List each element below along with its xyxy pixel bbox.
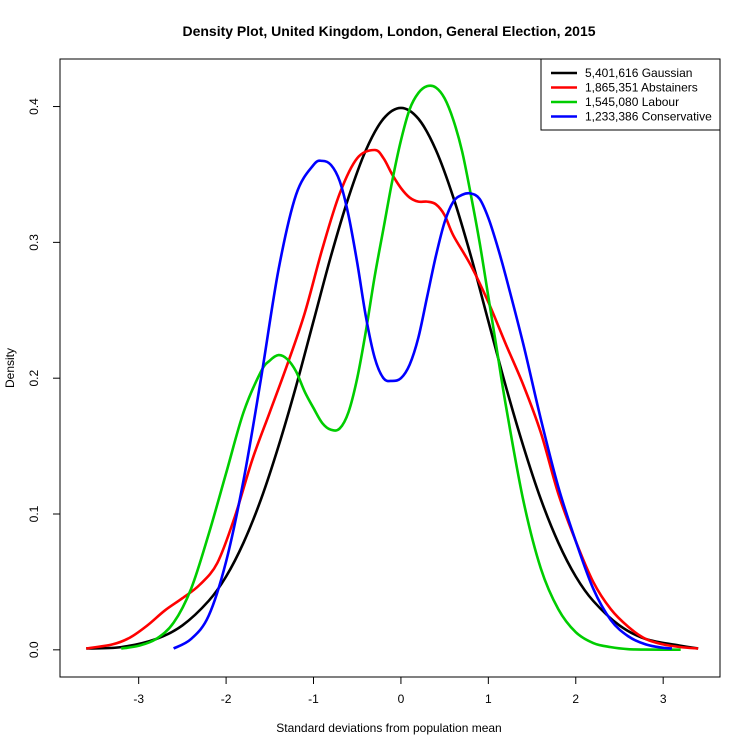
x-tick-label: -1 — [308, 692, 319, 706]
series-lines — [86, 84, 699, 652]
legend-entry-label: 1,865,351 Abstainers — [585, 81, 698, 95]
x-tick-label: 1 — [485, 692, 492, 706]
legend-box — [540, 58, 721, 131]
y-tick-label: 0.1 — [27, 505, 41, 522]
y-tick-label: 0.2 — [27, 370, 41, 387]
y-tick-label: 0.3 — [27, 234, 41, 251]
series-line-3 — [173, 159, 673, 650]
plot-frame — [59, 58, 721, 678]
series-line-2 — [120, 84, 681, 652]
x-tick-label: 2 — [572, 692, 579, 706]
y-axis-label: Density — [3, 348, 17, 388]
legend-entry-label: 1,233,386 Conservative — [585, 110, 712, 124]
x-tick-label: 3 — [660, 692, 667, 706]
series-line-1 — [86, 148, 699, 650]
x-tick-label: 0 — [398, 692, 405, 706]
x-axis: -3 -2 -1 0 1 2 3 — [133, 677, 667, 706]
series-line-0 — [86, 106, 699, 650]
y-axis: 0.0 0.1 0.2 0.3 0.4 — [27, 98, 60, 658]
chart-title: Density Plot, United Kingdom, London, Ge… — [182, 23, 595, 39]
x-tick-label: -2 — [221, 692, 232, 706]
x-tick-label: -3 — [133, 692, 144, 706]
y-tick-label: 0.4 — [27, 98, 41, 115]
legend-entry-label: 1,545,080 Labour — [585, 95, 679, 109]
legend-entry-label: 5,401,616 Gaussian — [585, 66, 692, 80]
x-axis-label: Standard deviations from population mean — [276, 721, 501, 735]
y-tick-label: 0.0 — [27, 641, 41, 658]
